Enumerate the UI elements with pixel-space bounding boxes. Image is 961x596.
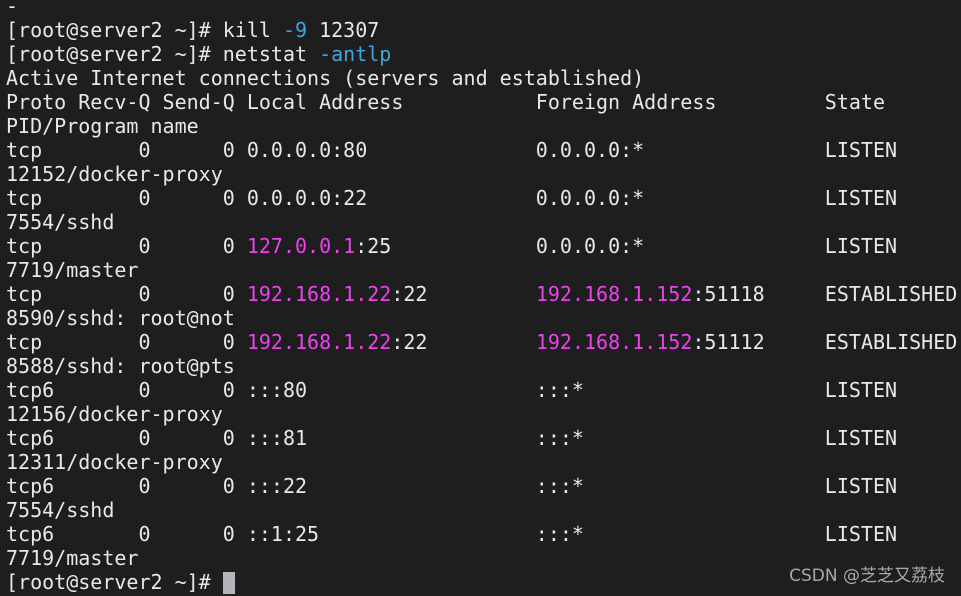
terminal-text: - [6, 0, 19, 18]
terminal-text: 12156/docker-proxy [6, 402, 223, 426]
terminal-line: tcp6 0 0 :::81 :::* LISTEN [6, 426, 957, 450]
terminal-line: tcp 0 0 0.0.0.0:22 0.0.0.0:* LISTEN [6, 186, 957, 210]
terminal-line: [root@server2 ~]# netstat -antlp [6, 42, 957, 66]
terminal-line: 7554/sshd [6, 210, 957, 234]
command-option-text: -antlp [319, 42, 392, 66]
terminal-line: 7719/master [6, 258, 957, 282]
terminal-line: tcp 0 0 192.168.1.22:22 192.168.1.152:51… [6, 282, 957, 306]
terminal-line: 8590/sshd: root@not [6, 306, 957, 330]
terminal-text: :51112 ESTABLISHED [692, 330, 958, 354]
terminal-text: [root@server2 ~]# netstat [6, 42, 320, 66]
terminal-text: tcp 0 0 [6, 330, 247, 354]
terminal-text: 12307 [307, 18, 380, 42]
terminal-line: tcp 0 0 192.168.1.22:22 192.168.1.152:51… [6, 330, 957, 354]
terminal-text: tcp 0 0 [6, 234, 247, 258]
terminal-text: 8588/sshd: root@pts [6, 354, 235, 378]
ip-address-text: 192.168.1.22 [246, 282, 392, 306]
terminal-text: Proto Recv-Q Send-Q Local Address Foreig… [6, 90, 885, 114]
terminal-line: tcp6 0 0 :::22 :::* LISTEN [6, 474, 957, 498]
terminal-line: [root@server2 ~]# [6, 570, 957, 594]
terminal-text: 12152/docker-proxy [6, 162, 223, 186]
terminal-text: 7554/sshd [6, 210, 115, 234]
terminal-text: tcp6 0 0 :::22 :::* LISTEN [6, 474, 898, 498]
terminal-line: tcp 0 0 0.0.0.0:80 0.0.0.0:* LISTEN [6, 138, 957, 162]
terminal-text: Active Internet connections (servers and… [6, 66, 645, 90]
terminal-text: tcp 0 0 0.0.0.0:80 0.0.0.0:* LISTEN [6, 138, 898, 162]
terminal-cursor [222, 572, 235, 594]
terminal-line: 7554/sshd [6, 498, 957, 522]
command-option-text: -9 [282, 18, 308, 42]
terminal-output[interactable]: - [root@server2 ~]# kill -9 12307 [root@se… [6, 0, 957, 594]
terminal-text: :22 [391, 330, 536, 354]
terminal-text: 12311/docker-proxy [6, 450, 223, 474]
terminal-line: - [6, 0, 957, 18]
terminal-line: PID/Program name [6, 114, 957, 138]
terminal-line: Active Internet connections (servers and… [6, 66, 957, 90]
terminal-line: [root@server2 ~]# kill -9 12307 [6, 18, 957, 42]
watermark: CSDN @芝芝又荔枝 [789, 566, 945, 586]
terminal-line: 12156/docker-proxy [6, 402, 957, 426]
terminal-text: tcp 0 0 [6, 282, 247, 306]
terminal-line: 7719/master [6, 546, 957, 570]
terminal-text: 7719/master [6, 258, 139, 282]
terminal-text: PID/Program name [6, 114, 199, 138]
terminal-text: 7719/master [6, 546, 139, 570]
terminal-line: Proto Recv-Q Send-Q Local Address Foreig… [6, 90, 957, 114]
terminal-text: tcp6 0 0 ::1:25 :::* LISTEN [6, 522, 898, 546]
ip-address-text: 192.168.1.152 [535, 330, 693, 354]
ip-address-text: 127.0.0.1 [246, 234, 356, 258]
terminal-text: :22 [391, 282, 536, 306]
terminal-text: tcp6 0 0 :::80 :::* LISTEN [6, 378, 898, 402]
ip-address-text: 192.168.1.22 [246, 330, 392, 354]
ip-address-text: 192.168.1.152 [535, 282, 693, 306]
terminal-text: :51118 ESTABLISHED [692, 282, 958, 306]
terminal-text: tcp 0 0 0.0.0.0:22 0.0.0.0:* LISTEN [6, 186, 898, 210]
terminal-line: 12311/docker-proxy [6, 450, 957, 474]
terminal-text: 8590/sshd: root@not [6, 306, 235, 330]
terminal-line: tcp6 0 0 ::1:25 :::* LISTEN [6, 522, 957, 546]
terminal-text: [root@server2 ~]# kill [6, 18, 283, 42]
terminal-line: 12152/docker-proxy [6, 162, 957, 186]
terminal-line: 8588/sshd: root@pts [6, 354, 957, 378]
terminal-line: tcp 0 0 127.0.0.1:25 0.0.0.0:* LISTEN [6, 234, 957, 258]
terminal-text: tcp6 0 0 :::81 :::* LISTEN [6, 426, 898, 450]
terminal-text: 7554/sshd [6, 498, 115, 522]
terminal-text: :25 0.0.0.0:* LISTEN [355, 234, 898, 258]
terminal-line: tcp6 0 0 :::80 :::* LISTEN [6, 378, 957, 402]
terminal-text: [root@server2 ~]# [6, 570, 223, 594]
